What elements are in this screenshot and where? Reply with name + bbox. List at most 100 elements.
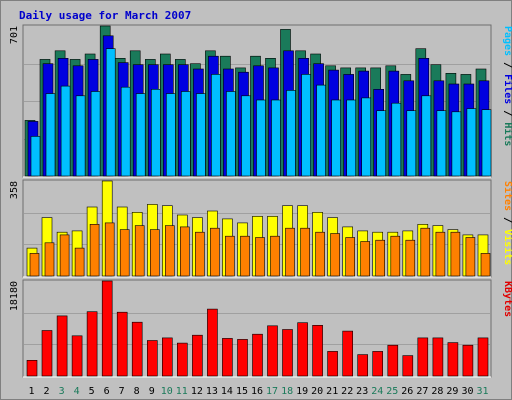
bar-sites-day-27 [420,227,431,277]
bar-kbytes-day-16 [252,333,263,377]
bar-kbytes-day-24 [372,351,384,377]
bar-sites-day-20 [315,231,325,277]
bar-kbytes-day-10 [162,337,173,377]
bar-kbytes-day-31 [477,337,489,377]
bar-sites-day-9 [150,229,160,277]
bar-pages-day-19 [301,74,311,177]
chart-title: Daily usage for March 2007 [19,9,191,22]
panel-top: 701 Pages / Files / Hits [9,24,512,178]
bar-sites-day-1 [29,253,40,277]
bar-kbytes-day-17 [267,325,278,377]
bar-sites-day-8 [134,225,145,277]
panel-max-label: 358 [9,181,20,199]
bar-sites-day-12 [195,231,205,277]
bar-pages-day-25 [391,102,402,177]
x-tick-label: 20 [311,386,323,397]
bar-sites-day-31 [480,253,491,277]
bar-pages-day-7 [120,86,131,177]
bar-sites-day-21 [330,233,340,277]
x-tick-label: 16 [251,386,263,397]
bar-kbytes-day-14 [222,338,233,377]
x-tick-label: 29 [446,386,458,397]
bar-kbytes-day-22 [342,330,354,377]
bar-kbytes-day-6 [101,280,113,377]
bar-kbytes-day-12 [192,334,203,377]
bar-pages-day-23 [361,97,372,177]
bar-kbytes-day-19 [297,322,308,377]
panel-series-label: Sites / Visits [502,181,512,265]
x-tick-label: 30 [461,386,473,397]
bar-pages-day-28 [436,110,447,177]
bar-kbytes-day-25 [387,344,399,377]
series-label-part: / [502,56,512,74]
x-tick-label: 1 [28,386,34,397]
bar-pages-day-17 [271,99,281,177]
bar-pages-day-2 [45,93,56,177]
series-label-part: Sites [502,181,512,211]
x-tick-label: 14 [221,386,233,397]
bar-pages-day-24 [376,110,387,177]
bar-pages-day-27 [421,95,432,177]
bar-sites-day-19 [300,227,310,277]
x-tick-label: 17 [266,386,278,397]
bar-pages-day-3 [60,85,71,177]
bar-sites-day-24 [375,239,386,277]
bar-pages-day-12 [196,93,206,177]
x-tick-label: 4 [74,386,80,397]
bar-sites-day-6 [104,222,115,277]
bar-pages-day-15 [241,95,251,177]
x-tick-label: 8 [134,386,140,397]
bar-sites-day-25 [390,235,401,277]
bar-pages-day-5 [90,91,101,177]
bar-kbytes-day-27 [417,337,429,377]
bar-kbytes-day-2 [41,330,53,377]
series-label-part: Pages [502,26,512,56]
series-label-part: KBytes [502,281,512,317]
bar-pages-day-11 [181,91,191,177]
bar-kbytes-day-26 [402,355,414,377]
panel-mid: 358 Sites / Visits [9,179,512,278]
bar-sites-day-28 [435,231,446,277]
bar-sites-day-17 [270,235,280,277]
bar-sites-day-13 [210,227,220,277]
bar-pages-day-18 [286,90,296,177]
bar-sites-day-15 [240,235,250,277]
x-tick-label: 31 [476,386,488,397]
bar-pages-day-1 [30,136,41,177]
bar-pages-day-14 [226,91,236,177]
bar-pages-day-26 [406,110,417,177]
series-kbytes [26,280,489,377]
x-tick-label: 2 [43,386,49,397]
panel-max-label: 701 [9,26,20,44]
bar-sites-day-22 [345,237,356,277]
bar-kbytes-day-11 [177,342,188,377]
bar-sites-day-26 [405,239,416,277]
series-label-part: Files [502,74,512,104]
x-tick-label: 26 [401,386,413,397]
bar-sites-day-3 [59,234,70,277]
bar-pages-day-9 [151,89,161,177]
x-tick-label: 21 [326,386,338,397]
panel-series-label: KBytes [502,281,512,317]
bar-pages-day-30 [466,108,477,177]
bar-kbytes-day-5 [86,311,98,377]
bar-pages-day-29 [451,111,462,177]
bar-pages-day-6 [105,48,116,177]
bar-sites-day-30 [465,237,476,277]
bar-kbytes-day-28 [432,337,444,377]
x-tick-label: 7 [119,386,125,397]
x-tick-label: 27 [416,386,428,397]
bar-kbytes-day-30 [462,344,474,377]
x-tick-label: 23 [356,386,368,397]
series-sites [29,222,491,277]
bar-pages-day-22 [346,99,357,177]
bar-sites-day-16 [255,237,265,277]
bar-sites-day-5 [89,224,100,277]
bar-pages-day-8 [135,93,146,177]
bar-pages-day-31 [481,109,492,177]
bar-sites-day-14 [225,235,235,277]
bar-sites-day-4 [74,247,85,277]
bar-kbytes-day-20 [312,324,323,377]
bar-sites-day-29 [450,231,461,277]
x-tick-label: 22 [341,386,353,397]
